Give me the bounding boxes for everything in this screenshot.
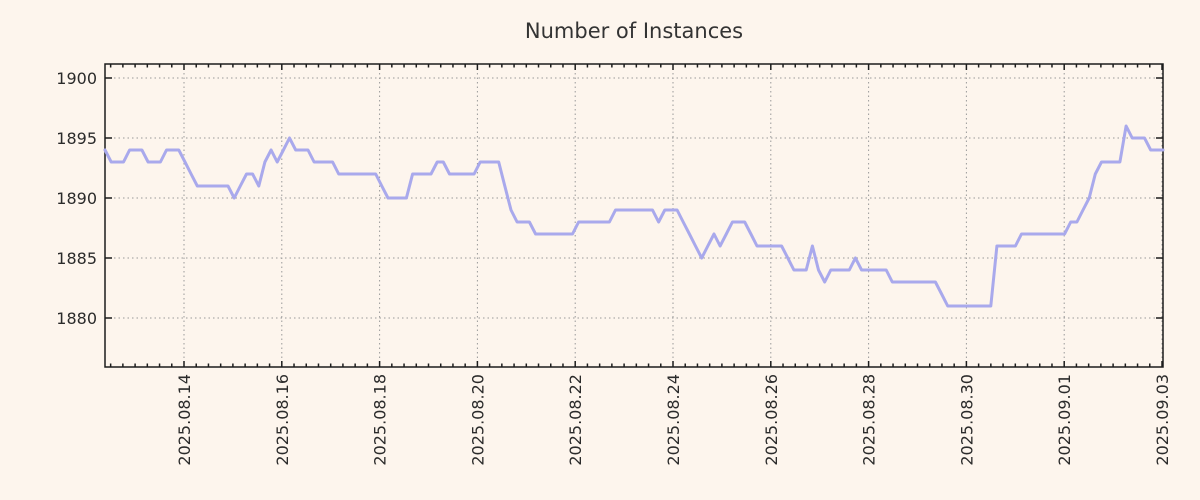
x-axis-tick-label: 2025.08.24 <box>664 374 683 466</box>
y-axis-tick-label: 1895 <box>56 129 97 148</box>
axis-layer <box>104 63 1164 368</box>
chart-title: Number of Instances <box>525 19 743 43</box>
x-axis-tick-label: 2025.08.16 <box>273 374 292 466</box>
x-axis-tick-label: 2025.08.14 <box>175 374 194 466</box>
plot-border <box>104 63 1164 368</box>
y-axis-tick-label: 1880 <box>56 309 97 328</box>
x-axis-tick-label: 2025.09.03 <box>1153 374 1172 466</box>
series-layer <box>103 124 1165 308</box>
axis-label-layer: 1880 1885 1890 1895 1900 2025.08.14 2025.08.16… <box>56 69 1172 466</box>
x-axis-tick-label: 2025.08.20 <box>468 374 487 466</box>
x-axis-tick-label: 2025.09.01 <box>1055 374 1074 466</box>
y-axis-tick-label: 1885 <box>56 249 97 268</box>
grid-layer <box>105 64 1163 367</box>
x-axis-tick-label: 2025.08.30 <box>957 374 976 466</box>
x-axis-tick-label: 2025.08.28 <box>860 374 879 466</box>
y-axis-tick-label: 1900 <box>56 69 97 88</box>
x-axis-tick-label: 2025.08.22 <box>566 374 585 466</box>
x-axis-tick-label: 2025.08.26 <box>762 374 781 466</box>
y-axis-tick-label: 1890 <box>56 189 97 208</box>
x-axis-tick-label: 2025.08.18 <box>371 374 390 466</box>
data-series-line <box>103 124 1165 308</box>
